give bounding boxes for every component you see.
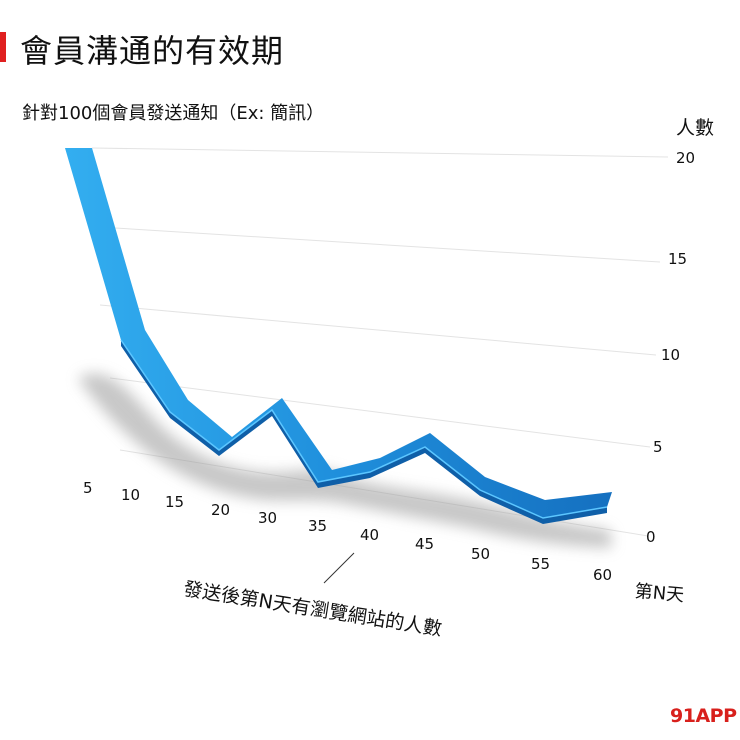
gridline-20 bbox=[91, 147, 669, 158]
gridlines bbox=[91, 147, 669, 537]
x-tick-10: 10 bbox=[121, 486, 141, 504]
y-tick-5: 5 bbox=[653, 438, 663, 456]
gridline-10 bbox=[99, 304, 657, 356]
ribbon-highlight bbox=[120, 339, 608, 519]
y-tick-20: 20 bbox=[676, 149, 696, 167]
page-title: 會員溝通的有效期 bbox=[20, 32, 285, 70]
x-axis-unit-label: 第N天 bbox=[633, 580, 685, 607]
ribbon-shadow bbox=[78, 373, 612, 548]
x-tick-35: 35 bbox=[308, 517, 328, 535]
y-tick-0: 0 bbox=[646, 528, 656, 546]
x-tick-15: 15 bbox=[165, 493, 185, 511]
x-tick-30: 30 bbox=[258, 509, 278, 527]
gridline-15 bbox=[114, 227, 661, 263]
y-tick-10: 10 bbox=[661, 346, 681, 364]
brand-logo: 91APP bbox=[670, 705, 737, 727]
x-tick-60: 60 bbox=[593, 566, 613, 584]
x-tick-40: 40 bbox=[360, 526, 380, 544]
y-axis-label: 人數 bbox=[676, 117, 715, 139]
x-tick-55: 55 bbox=[531, 555, 551, 573]
y-tick-15: 15 bbox=[668, 250, 688, 268]
annotation-leader-line bbox=[323, 552, 355, 584]
x-tick-50: 50 bbox=[471, 545, 491, 563]
ribbon-line bbox=[65, 148, 612, 518]
title-accent-bar bbox=[0, 32, 6, 62]
x-tick-45: 45 bbox=[415, 535, 435, 553]
x-tick-5: 5 bbox=[83, 479, 93, 497]
gridline-5 bbox=[109, 377, 651, 448]
chart-subtitle: 針對100個會員發送通知（Ex: 簡訊） bbox=[22, 103, 325, 124]
x-tick-20: 20 bbox=[211, 501, 231, 519]
